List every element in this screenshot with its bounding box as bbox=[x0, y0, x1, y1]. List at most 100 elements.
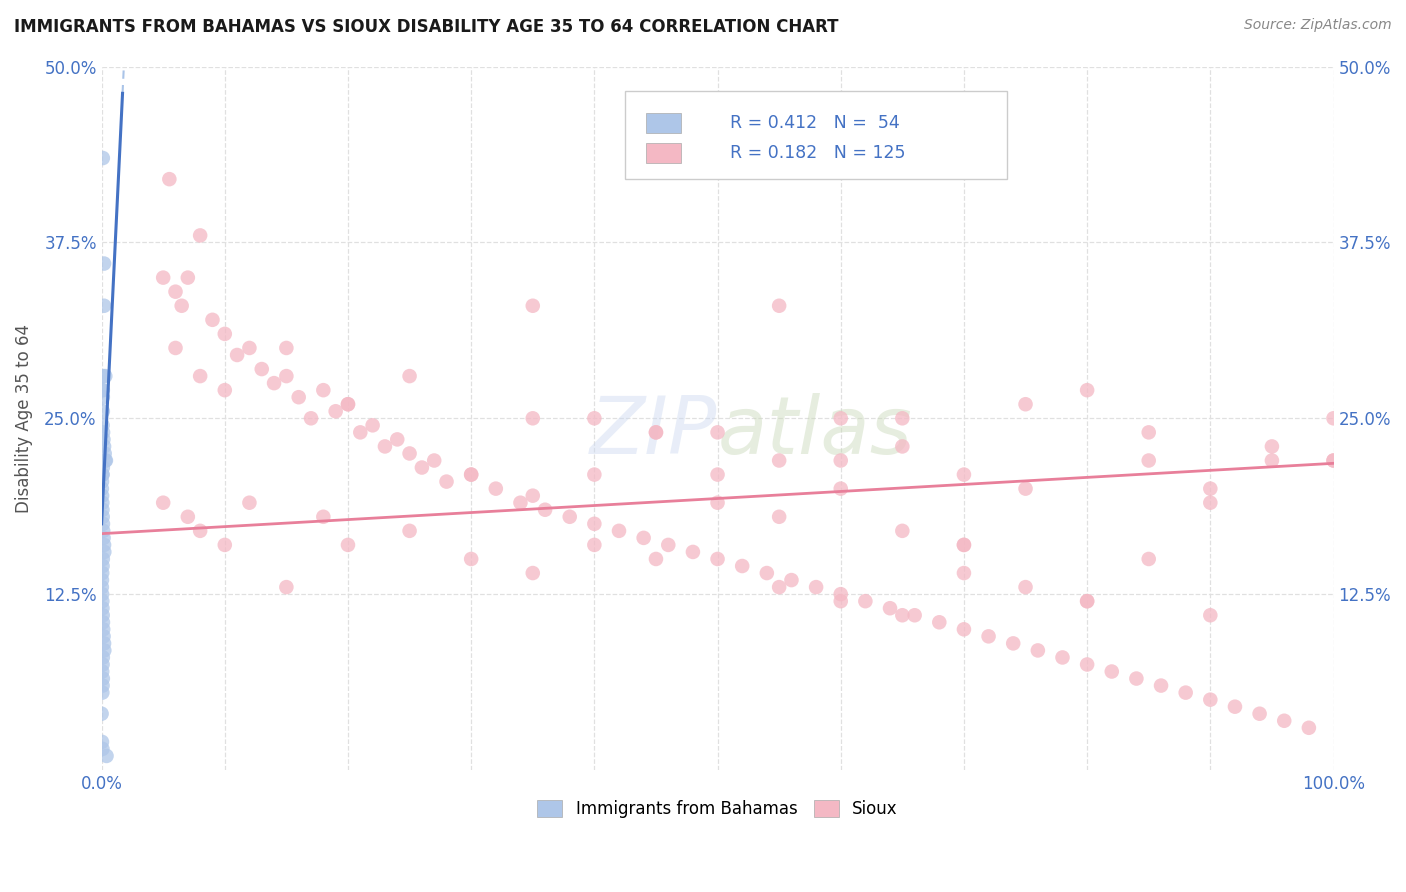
Point bbox=[96, 748, 118, 763]
Point bbox=[201, 313, 224, 327]
Point bbox=[91, 390, 114, 404]
Point bbox=[583, 516, 606, 531]
Text: Source: ZipAtlas.com: Source: ZipAtlas.com bbox=[1244, 18, 1392, 32]
Point bbox=[534, 502, 557, 516]
Point bbox=[93, 636, 115, 650]
Point bbox=[1249, 706, 1271, 721]
Point bbox=[91, 369, 114, 384]
Point bbox=[276, 369, 298, 384]
Point bbox=[1014, 397, 1036, 411]
Point bbox=[91, 467, 114, 482]
Point bbox=[583, 411, 606, 425]
Point bbox=[336, 397, 359, 411]
Point bbox=[891, 411, 914, 425]
Point bbox=[152, 496, 174, 510]
Point bbox=[157, 172, 180, 186]
FancyBboxPatch shape bbox=[626, 91, 1007, 179]
Point bbox=[891, 608, 914, 623]
Text: IMMIGRANTS FROM BAHAMAS VS SIOUX DISABILITY AGE 35 TO 64 CORRELATION CHART: IMMIGRANTS FROM BAHAMAS VS SIOUX DISABIL… bbox=[14, 18, 838, 36]
Point bbox=[90, 706, 112, 721]
Point bbox=[165, 341, 187, 355]
Text: ZIP: ZIP bbox=[591, 393, 717, 471]
Point bbox=[312, 383, 335, 397]
Point bbox=[91, 559, 114, 574]
Point bbox=[953, 467, 976, 482]
Point bbox=[188, 228, 211, 243]
Point bbox=[91, 502, 114, 516]
Point bbox=[91, 685, 114, 699]
Point bbox=[398, 524, 420, 538]
Point bbox=[90, 580, 112, 594]
Point bbox=[226, 348, 249, 362]
FancyBboxPatch shape bbox=[647, 143, 681, 163]
Point bbox=[953, 538, 976, 552]
Point bbox=[94, 453, 117, 467]
Point bbox=[1137, 453, 1160, 467]
Point bbox=[93, 446, 115, 460]
Point bbox=[276, 580, 298, 594]
Point bbox=[1150, 679, 1173, 693]
Point bbox=[93, 433, 115, 447]
Point bbox=[93, 629, 115, 643]
Point bbox=[645, 425, 668, 440]
Point bbox=[1076, 594, 1098, 608]
FancyBboxPatch shape bbox=[647, 113, 681, 133]
Point bbox=[706, 467, 728, 482]
Point bbox=[706, 425, 728, 440]
Point bbox=[188, 524, 211, 538]
Point bbox=[1199, 482, 1222, 496]
Point bbox=[768, 453, 790, 467]
Point bbox=[91, 467, 114, 482]
Point bbox=[682, 545, 704, 559]
Y-axis label: Disability Age 35 to 64: Disability Age 35 to 64 bbox=[15, 324, 32, 513]
Point bbox=[165, 285, 187, 299]
Point bbox=[768, 509, 790, 524]
Point bbox=[177, 270, 200, 285]
Point bbox=[238, 496, 260, 510]
Point bbox=[91, 594, 114, 608]
Point bbox=[891, 524, 914, 538]
Point bbox=[91, 623, 114, 637]
Point bbox=[91, 475, 114, 489]
Point bbox=[853, 594, 876, 608]
Point bbox=[91, 418, 114, 433]
Point bbox=[91, 524, 114, 538]
Point bbox=[522, 566, 544, 580]
Point bbox=[398, 369, 420, 384]
Point bbox=[1261, 439, 1284, 453]
Point bbox=[1272, 714, 1295, 728]
Text: atlas: atlas bbox=[717, 393, 912, 471]
Point bbox=[91, 587, 114, 601]
Point bbox=[263, 376, 285, 391]
Point bbox=[755, 566, 778, 580]
Point bbox=[91, 509, 114, 524]
Point bbox=[214, 383, 236, 397]
Point bbox=[91, 742, 114, 756]
Point bbox=[804, 580, 827, 594]
Point bbox=[1026, 643, 1049, 657]
Point bbox=[904, 608, 927, 623]
Point bbox=[1002, 636, 1025, 650]
Point bbox=[91, 679, 114, 693]
Point bbox=[706, 496, 728, 510]
Point bbox=[398, 446, 420, 460]
Point bbox=[1199, 608, 1222, 623]
Point bbox=[91, 608, 114, 623]
Legend: Immigrants from Bahamas, Sioux: Immigrants from Bahamas, Sioux bbox=[530, 794, 904, 825]
Point bbox=[91, 573, 114, 587]
Point bbox=[1076, 383, 1098, 397]
Point bbox=[361, 418, 384, 433]
Point bbox=[1174, 685, 1197, 699]
Point bbox=[214, 326, 236, 341]
Point bbox=[170, 299, 193, 313]
Point bbox=[93, 545, 115, 559]
Point bbox=[91, 552, 114, 566]
Point bbox=[1137, 425, 1160, 440]
Point bbox=[522, 299, 544, 313]
Point bbox=[558, 509, 581, 524]
Point bbox=[91, 404, 114, 418]
Point bbox=[91, 657, 114, 672]
Point bbox=[91, 425, 114, 440]
Point bbox=[830, 453, 852, 467]
Point bbox=[90, 482, 112, 496]
